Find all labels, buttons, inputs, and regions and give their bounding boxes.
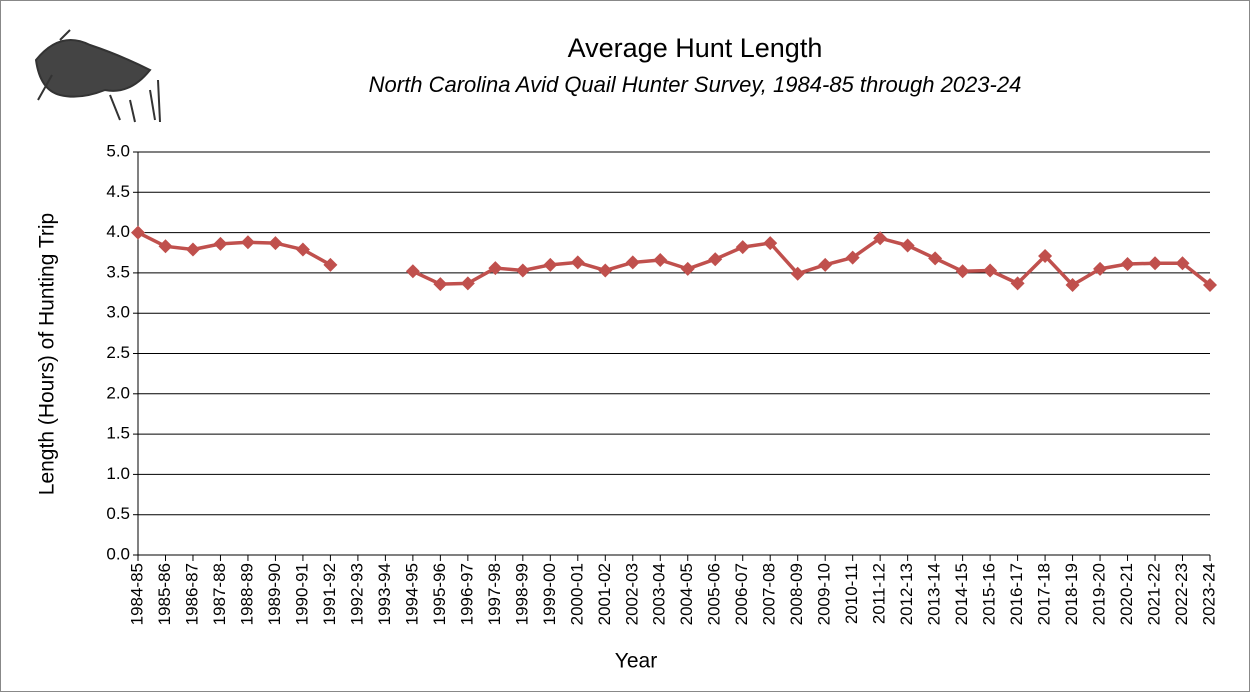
x-tick-label: 2004-05 <box>677 563 696 625</box>
x-tick-label: 2000-01 <box>567 563 586 625</box>
y-axis-title: Length (Hours) of Hunting Trip <box>36 213 59 495</box>
x-tick-label: 2012-13 <box>897 563 916 625</box>
x-tick-label: 2013-14 <box>925 563 944 625</box>
y-tick-label: 0.0 <box>106 544 130 563</box>
y-tick-label: 1.0 <box>106 464 130 483</box>
y-tick-label: 4.5 <box>106 182 130 201</box>
x-tick-label: 2022-23 <box>1172 563 1191 625</box>
y-tick-label: 0.5 <box>106 504 130 523</box>
x-tick-label: 1998-99 <box>512 563 531 625</box>
chart: Average Hunt Length North Carolina Avid … <box>0 0 1250 692</box>
y-tick-label: 3.5 <box>106 262 130 281</box>
x-tick-label: 1994-95 <box>402 563 421 625</box>
x-tick-label: 2020-21 <box>1117 563 1136 625</box>
chart-subtitle: North Carolina Avid Quail Hunter Survey,… <box>369 72 1022 97</box>
y-tick-label: 3.0 <box>106 303 130 322</box>
x-tick-label: 2003-04 <box>650 563 669 625</box>
x-tick-label: 2007-08 <box>760 563 779 625</box>
x-tick-label: 1992-93 <box>347 563 366 625</box>
x-tick-label: 2015-16 <box>980 563 999 625</box>
x-tick-label: 1989-90 <box>265 563 284 625</box>
x-tick-label: 2010-11 <box>842 563 861 624</box>
x-tick-label: 1986-87 <box>182 563 201 625</box>
x-tick-label: 2002-03 <box>622 563 641 625</box>
y-tick-label: 2.0 <box>106 383 130 402</box>
y-tick-label: 4.0 <box>106 222 130 241</box>
x-tick-label: 1991-92 <box>320 563 339 625</box>
x-tick-label: 2018-19 <box>1062 563 1081 625</box>
x-tick-label: 2021-22 <box>1145 563 1164 625</box>
x-tick-label: 2011-12 <box>870 563 889 624</box>
x-tick-label: 1999-00 <box>540 563 559 625</box>
x-tick-label: 2023-24 <box>1199 563 1218 625</box>
x-tick-label: 1988-89 <box>237 563 256 625</box>
x-tick-label: 2006-07 <box>732 563 751 625</box>
x-tick-label: 1987-88 <box>210 563 229 625</box>
x-tick-label: 1997-98 <box>485 563 504 625</box>
chart-title: Average Hunt Length <box>568 33 823 63</box>
y-tick-label: 1.5 <box>106 424 130 443</box>
x-tick-label: 1993-94 <box>375 563 394 625</box>
x-tick-label: 2016-17 <box>1007 563 1026 625</box>
x-tick-label: 2009-10 <box>815 563 834 625</box>
x-tick-label: 1995-96 <box>430 563 449 625</box>
x-tick-label: 2017-18 <box>1035 563 1054 625</box>
x-tick-label: 2008-09 <box>787 563 806 625</box>
x-tick-label: 2019-20 <box>1090 563 1109 625</box>
x-tick-label: 2001-02 <box>595 563 614 625</box>
y-tick-label: 5.0 <box>106 141 130 160</box>
y-tick-label: 2.5 <box>106 343 130 362</box>
x-axis-title: Year <box>615 650 657 673</box>
x-tick-label: 2005-06 <box>705 563 724 625</box>
x-tick-label: 1985-86 <box>155 563 174 625</box>
x-tick-label: 1996-97 <box>457 563 476 625</box>
x-tick-label: 2014-15 <box>952 563 971 625</box>
x-tick-label: 1984-85 <box>127 563 146 625</box>
x-tick-label: 1990-91 <box>292 563 311 625</box>
